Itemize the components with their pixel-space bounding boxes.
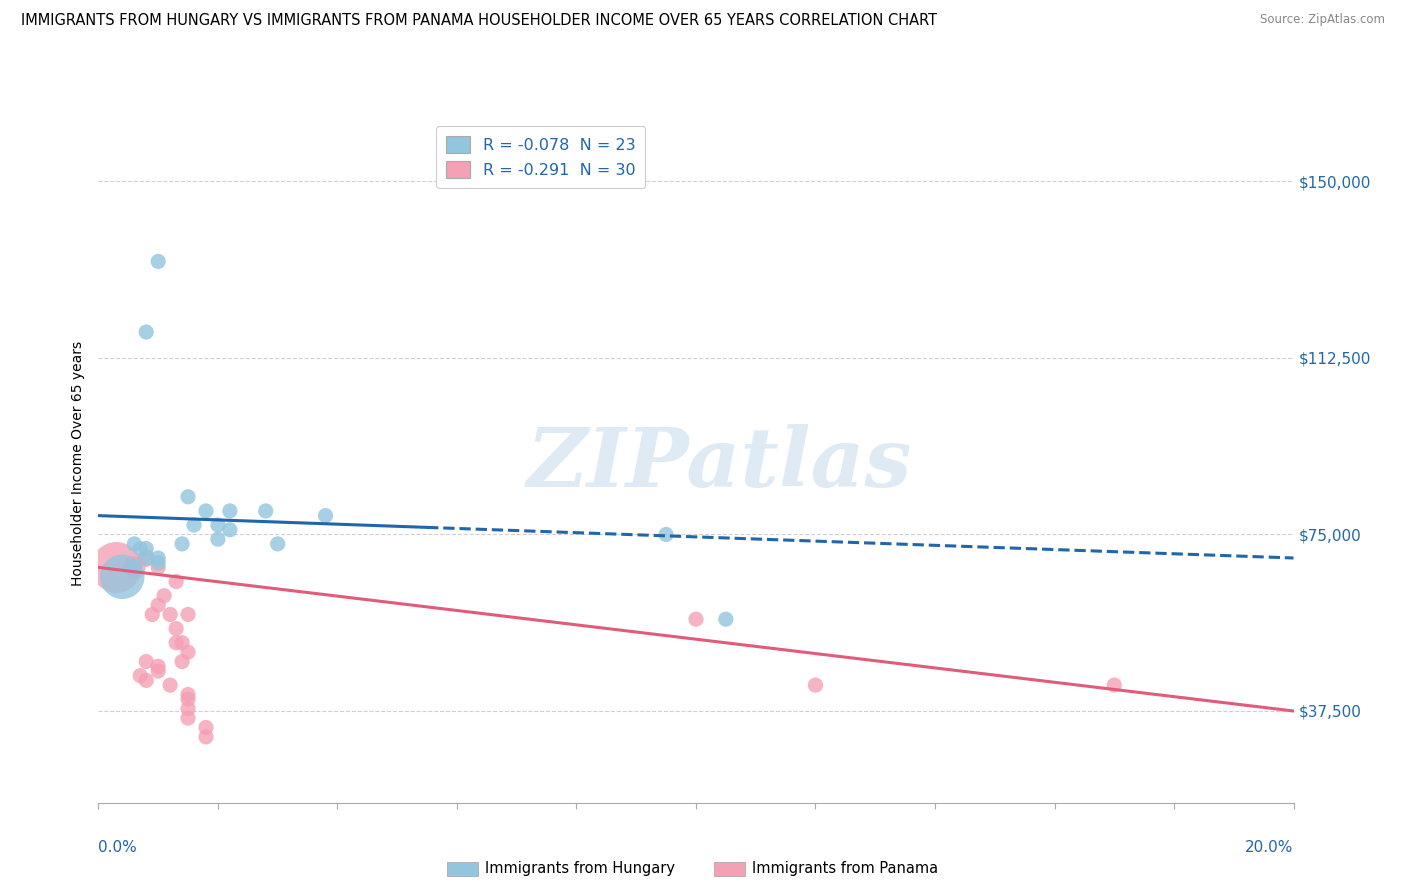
Point bbox=[195, 504, 218, 518]
Point bbox=[135, 673, 157, 688]
Point bbox=[124, 560, 146, 574]
Point bbox=[183, 518, 205, 533]
Point bbox=[315, 508, 337, 523]
Point bbox=[219, 523, 242, 537]
Point bbox=[111, 570, 134, 584]
Point bbox=[159, 678, 181, 692]
Point bbox=[254, 504, 277, 518]
Point bbox=[148, 659, 170, 673]
Point bbox=[207, 532, 229, 546]
Point bbox=[148, 598, 170, 612]
Text: ZIPatlas: ZIPatlas bbox=[527, 424, 912, 504]
Text: IMMIGRANTS FROM HUNGARY VS IMMIGRANTS FROM PANAMA HOUSEHOLDER INCOME OVER 65 YEA: IMMIGRANTS FROM HUNGARY VS IMMIGRANTS FR… bbox=[21, 13, 938, 29]
Legend: R = -0.078  N = 23, R = -0.291  N = 30: R = -0.078 N = 23, R = -0.291 N = 30 bbox=[436, 126, 645, 188]
Point bbox=[148, 556, 170, 570]
Point bbox=[207, 518, 229, 533]
Text: Immigrants from Hungary: Immigrants from Hungary bbox=[485, 862, 675, 876]
Point bbox=[148, 551, 170, 566]
Point bbox=[1104, 678, 1126, 692]
Point bbox=[135, 325, 157, 339]
Point bbox=[177, 701, 200, 715]
Point bbox=[685, 612, 707, 626]
Text: 0.0%: 0.0% bbox=[98, 840, 138, 855]
Point bbox=[165, 622, 187, 636]
Point bbox=[135, 551, 157, 566]
Point bbox=[219, 504, 242, 518]
Point bbox=[124, 537, 146, 551]
Y-axis label: Householder Income Over 65 years: Householder Income Over 65 years bbox=[72, 342, 86, 586]
Point bbox=[129, 541, 152, 556]
Point bbox=[195, 730, 218, 744]
Point bbox=[148, 664, 170, 678]
Point bbox=[129, 669, 152, 683]
Point bbox=[267, 537, 290, 551]
Point bbox=[195, 721, 218, 735]
Point bbox=[165, 636, 187, 650]
Point bbox=[124, 560, 146, 574]
Point bbox=[177, 490, 200, 504]
Text: 20.0%: 20.0% bbox=[1246, 840, 1294, 855]
Point bbox=[177, 645, 200, 659]
Point bbox=[172, 655, 194, 669]
Point bbox=[172, 636, 194, 650]
Point bbox=[177, 692, 200, 706]
Point bbox=[159, 607, 181, 622]
Point bbox=[135, 551, 157, 566]
Point bbox=[148, 254, 170, 268]
Text: Immigrants from Panama: Immigrants from Panama bbox=[752, 862, 938, 876]
Point bbox=[141, 607, 163, 622]
Point bbox=[105, 560, 128, 574]
Point bbox=[135, 541, 157, 556]
Point bbox=[804, 678, 827, 692]
Point bbox=[177, 688, 200, 702]
Point bbox=[135, 655, 157, 669]
Point bbox=[172, 537, 194, 551]
Point bbox=[177, 607, 200, 622]
Point bbox=[153, 589, 176, 603]
Point bbox=[714, 612, 737, 626]
Point bbox=[165, 574, 187, 589]
Point bbox=[655, 527, 678, 541]
Text: Source: ZipAtlas.com: Source: ZipAtlas.com bbox=[1260, 13, 1385, 27]
Point bbox=[148, 560, 170, 574]
Point bbox=[177, 711, 200, 725]
